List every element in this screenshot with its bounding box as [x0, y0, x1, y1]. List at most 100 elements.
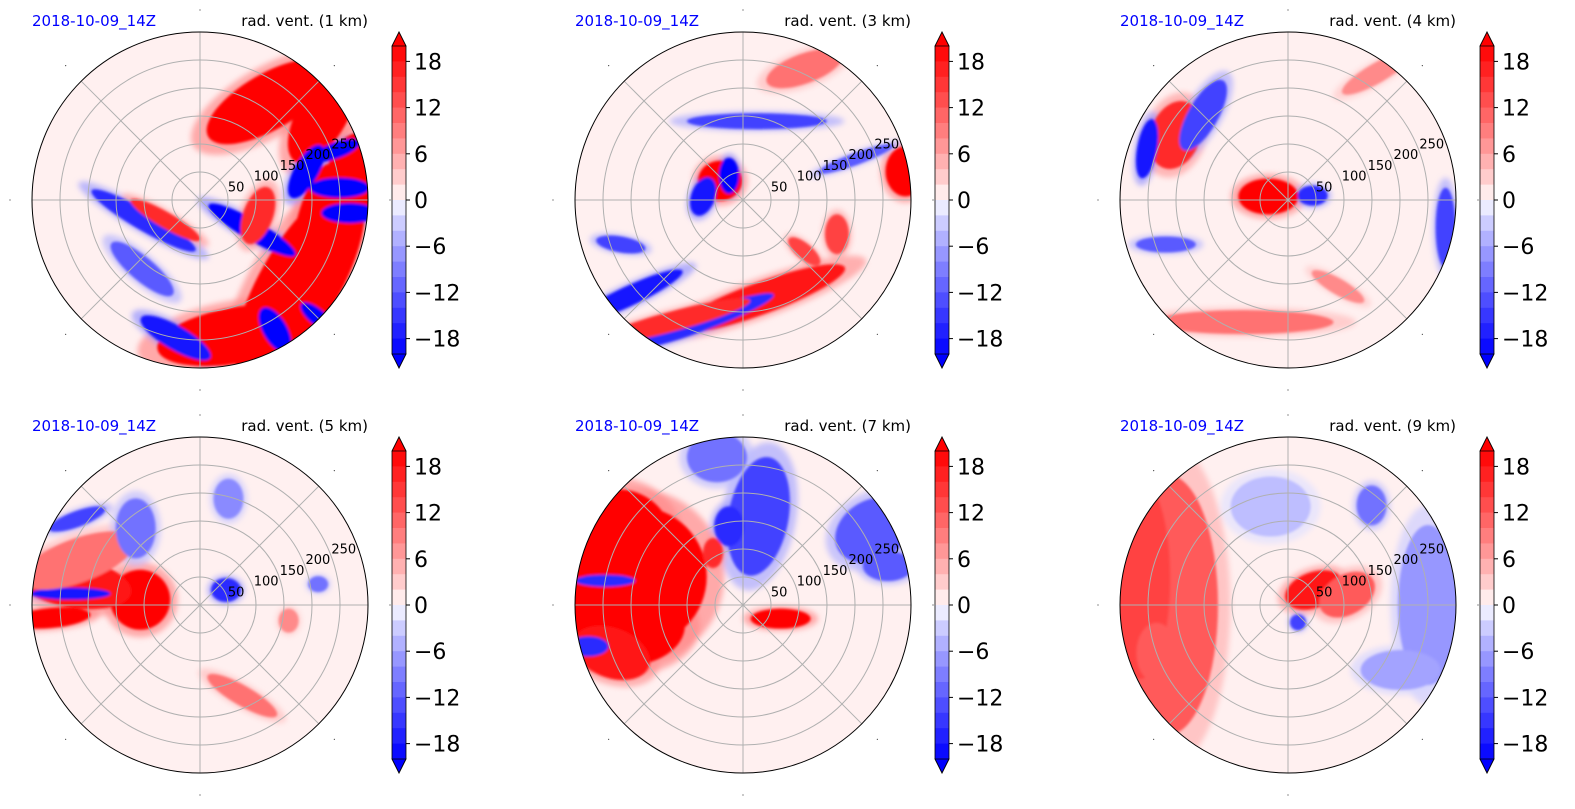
colorbar-bin	[392, 558, 406, 575]
colorbar-bin	[1480, 76, 1494, 93]
colorbar-tick-label: 12	[1502, 97, 1530, 122]
theta-tick	[65, 65, 67, 67]
colorbar-bin	[392, 76, 406, 93]
grid-spoke	[623, 485, 744, 606]
colorbar-bin	[1480, 635, 1494, 652]
radial-tick-label: 50	[771, 180, 788, 195]
negative-core	[686, 437, 747, 483]
colorbar-bin	[935, 466, 949, 483]
colorbar-tick-label: −12	[957, 281, 1003, 306]
positive-core	[788, 237, 821, 266]
positive-core	[240, 186, 276, 245]
grid-spoke	[1287, 485, 1408, 606]
colorbar-bin	[1480, 574, 1494, 591]
panel-date-label: 2018-10-09_14Z	[1120, 12, 1244, 31]
theta-tick	[1153, 470, 1155, 472]
positive-core	[750, 608, 811, 629]
colorbar-bin	[392, 261, 406, 278]
polar-frame	[31, 31, 369, 369]
negative-core	[1297, 185, 1328, 206]
grid-spoke	[199, 199, 320, 320]
grid-spoke	[623, 199, 744, 320]
radial-tick-label: 50	[228, 180, 245, 195]
colorbar-tick-label: −12	[414, 281, 460, 306]
panel-title: rad. vent. (5 km)	[241, 417, 368, 435]
colorbar-bin	[1480, 61, 1494, 78]
colorbar-bin	[935, 153, 949, 170]
theta-tick	[389, 604, 391, 606]
theta-tick	[608, 65, 610, 67]
colorbar-tick-label: 6	[414, 548, 428, 573]
theta-tick	[1153, 65, 1155, 67]
colorbar-bin	[392, 497, 406, 514]
colorbar-tick-label: −18	[414, 328, 460, 353]
colorbar-bin	[392, 153, 406, 170]
colorbar-bin	[935, 481, 949, 498]
colorbar-bin	[1480, 712, 1494, 729]
colorbar-tick-label: 12	[957, 97, 985, 122]
panel-title: rad. vent. (9 km)	[1329, 417, 1456, 435]
colorbar-bin	[935, 682, 949, 698]
colorbar-tick-label: −6	[957, 235, 989, 260]
colorbar-bin	[1480, 528, 1494, 544]
negative-core	[1356, 485, 1387, 526]
colorbar-bin	[1480, 323, 1494, 340]
colorbar-tick-label: 18	[1502, 455, 1530, 480]
grid-spoke	[199, 485, 320, 606]
colorbar-bin	[392, 46, 406, 62]
colorbar-bin	[1480, 292, 1494, 309]
colorbar-bin	[935, 292, 949, 309]
panel-date-label: 2018-10-09_14Z	[32, 12, 156, 31]
colorbar-tick-label: −18	[1502, 733, 1548, 758]
grid-spoke	[1168, 485, 1289, 606]
colorbar-tick-label: 6	[957, 143, 971, 168]
theta-tick	[389, 199, 391, 201]
colorbar-bin	[935, 184, 949, 201]
colorbar-bin	[935, 451, 949, 467]
colorbar-bin	[392, 697, 406, 714]
grid-spoke	[742, 485, 863, 606]
colorbar-bin	[935, 528, 949, 544]
positive-core	[1319, 571, 1375, 618]
colorbar-bin	[935, 620, 949, 637]
radial-tick-label: 250	[331, 137, 356, 152]
colorbar-tick-label: 12	[957, 502, 985, 527]
grid-spoke	[623, 80, 744, 201]
colorbar-tick-label: 12	[1502, 502, 1530, 527]
colorbar-bin	[392, 728, 406, 745]
theta-tick	[608, 333, 610, 335]
theta-tick	[608, 738, 610, 740]
theta-tick	[876, 470, 878, 472]
theta-tick	[1287, 414, 1289, 416]
colorbar-extend-max	[1479, 436, 1495, 452]
radial-tick-label: 200	[305, 148, 330, 163]
theta-tick	[333, 738, 335, 740]
colorbar-bin	[1480, 277, 1494, 293]
colorbar-tick-label: −6	[1502, 235, 1534, 260]
colorbar-bin	[392, 61, 406, 78]
colorbar-bin	[935, 138, 949, 155]
colorbar-extend-max	[1479, 31, 1495, 47]
radial-tick-label: 200	[848, 553, 873, 568]
polar-frame	[574, 31, 912, 369]
radial-tick-label: 200	[305, 553, 330, 568]
colorbar-bin	[935, 512, 949, 529]
theta-tick	[1477, 199, 1479, 201]
colorbar-outline	[391, 436, 407, 774]
colorbar-bin	[392, 743, 406, 760]
colorbar-bin	[392, 451, 406, 467]
negative-core	[312, 139, 360, 162]
colorbar-tick-label: 0	[957, 594, 971, 619]
positive-core	[1311, 270, 1365, 304]
radial-tick-label: 50	[771, 585, 788, 600]
colorbar-bin	[1480, 497, 1494, 514]
colorbar-bin	[392, 307, 406, 324]
colorbar-tick-label: −12	[1502, 686, 1548, 711]
colorbar-bin	[935, 307, 949, 324]
polar-frame	[31, 436, 369, 774]
theta-tick	[65, 333, 67, 335]
theta-tick	[552, 604, 554, 606]
radial-tick-label: 200	[1393, 148, 1418, 163]
